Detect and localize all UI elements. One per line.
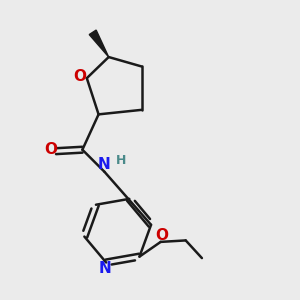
Polygon shape bbox=[89, 30, 109, 57]
Text: N: N bbox=[98, 157, 111, 172]
Text: H: H bbox=[116, 154, 126, 167]
Text: O: O bbox=[44, 142, 57, 157]
Text: O: O bbox=[156, 228, 169, 243]
Text: O: O bbox=[73, 69, 86, 84]
Text: N: N bbox=[98, 262, 111, 277]
